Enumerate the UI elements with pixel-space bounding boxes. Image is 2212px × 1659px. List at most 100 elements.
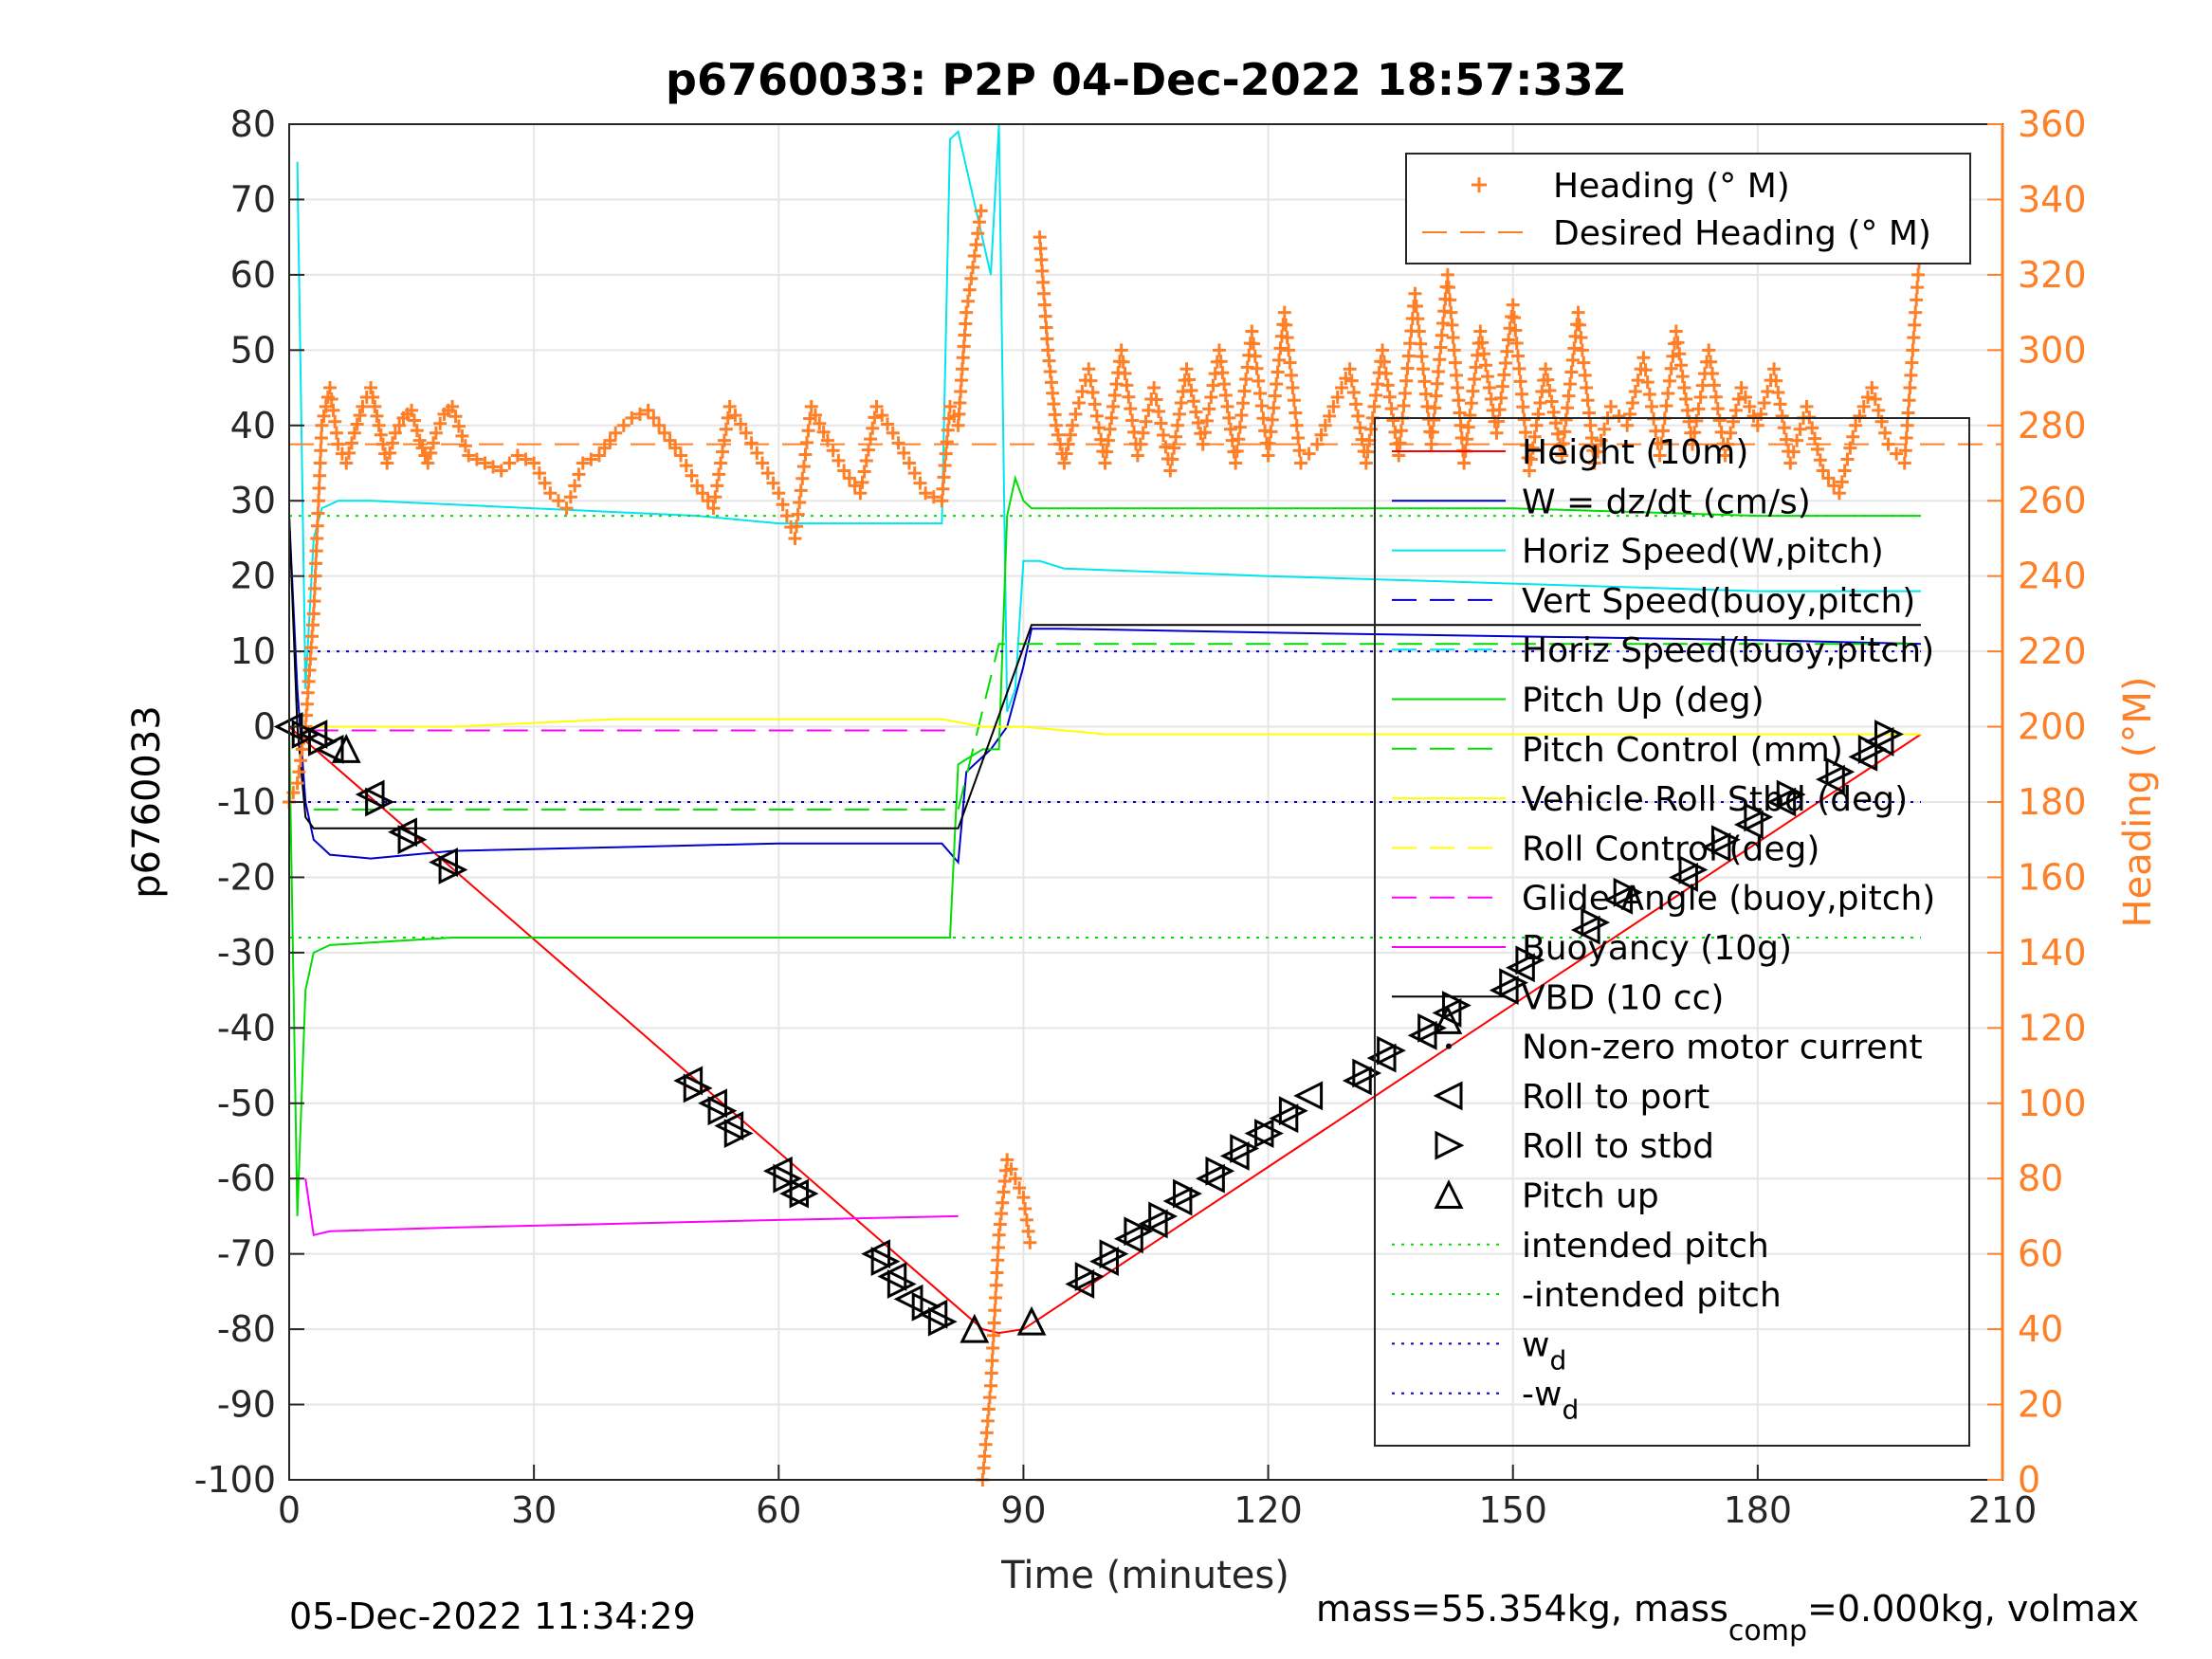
heading-point	[576, 456, 590, 470]
heading-point	[1310, 437, 1325, 451]
y-tick-label: 0	[253, 706, 276, 748]
heading-point	[1435, 316, 1450, 330]
heading-point	[937, 470, 951, 484]
heading-point	[1186, 394, 1200, 409]
heading-point	[1019, 1212, 1033, 1227]
y-tick-label: 20	[230, 556, 276, 597]
heading-point	[1232, 432, 1246, 447]
heading-point	[1434, 340, 1448, 355]
series-line	[296, 123, 1921, 713]
heading-point	[1724, 426, 1738, 440]
roll-port-marker	[1195, 1163, 1225, 1194]
heading-point	[625, 410, 639, 425]
heading-point	[1152, 405, 1166, 419]
heading-point	[1494, 391, 1508, 405]
heading-point	[1216, 366, 1230, 380]
heading-point	[987, 1316, 1001, 1330]
roll-stbd-marker	[1377, 1035, 1406, 1066]
heading-point	[616, 418, 631, 432]
heading-point	[1033, 242, 1048, 256]
heading-point	[1351, 409, 1365, 423]
legend-main-label: Horiz Speed(W,pitch)	[1522, 533, 1884, 572]
heading-point	[1412, 324, 1426, 338]
heading-point	[1174, 395, 1188, 410]
roll-stbd-marker	[723, 1119, 754, 1148]
roll-stbd-marker	[307, 727, 338, 757]
roll-port-marker	[355, 779, 385, 810]
heading-point	[1533, 395, 1547, 410]
y-tick-label: -70	[217, 1233, 276, 1275]
heading-point	[957, 339, 971, 354]
heading-point	[1473, 324, 1488, 338]
heading-point	[1541, 373, 1555, 387]
heading-point	[1524, 452, 1538, 466]
heading-point	[1816, 464, 1830, 478]
roll-stbd-marker	[927, 1306, 958, 1337]
x-tick-label: 210	[1968, 1489, 2038, 1531]
heading-point	[866, 421, 880, 435]
heading-point	[942, 399, 957, 413]
heading-point	[1529, 418, 1544, 432]
heading-point	[842, 471, 856, 485]
roll-port-marker	[298, 720, 328, 749]
heading-point	[1500, 344, 1514, 358]
heading-point	[710, 479, 724, 493]
heading-point	[1248, 349, 1262, 363]
heading-point	[1428, 401, 1442, 415]
heading-point	[1448, 356, 1462, 370]
heading-point	[1125, 413, 1140, 428]
heading-point	[1263, 436, 1277, 450]
heading-point	[301, 685, 315, 700]
heading-point	[304, 641, 319, 655]
heading-point	[1837, 464, 1852, 478]
roll-stbd-marker	[870, 1247, 901, 1277]
roll-port-marker	[1407, 1020, 1437, 1050]
heading-point	[868, 410, 882, 425]
heading-point	[538, 476, 552, 490]
heading-point	[1409, 299, 1423, 313]
heading-point	[984, 1378, 998, 1393]
heading-point	[837, 464, 851, 478]
y2-tick-label: 140	[2018, 932, 2087, 974]
roll-port-marker	[1342, 1066, 1372, 1096]
heading-point	[1084, 374, 1098, 388]
legend-main-sample	[1434, 1179, 1464, 1209]
heading-point	[1477, 347, 1491, 361]
heading-point	[756, 456, 770, 470]
heading-point	[1264, 425, 1278, 439]
heading-point	[881, 417, 895, 431]
heading-point	[869, 399, 884, 413]
heading-point	[1482, 381, 1496, 395]
roll-port-marker	[1366, 1043, 1397, 1073]
heading-point	[1393, 436, 1407, 450]
legend-main-box	[1374, 417, 1970, 1447]
heading-point	[1149, 392, 1163, 407]
heading-point	[455, 428, 469, 443]
heading-point	[1556, 436, 1570, 450]
heading-point	[1475, 336, 1490, 350]
heading-point	[1059, 447, 1073, 461]
heading-point	[1636, 351, 1651, 365]
roll-stbd-marker	[1124, 1216, 1154, 1247]
legend-main-label-sub: d	[1549, 1344, 1566, 1376]
heading-point	[1512, 361, 1526, 375]
series-line	[289, 718, 1921, 736]
heading-point	[1330, 390, 1344, 404]
heading-point	[1204, 390, 1218, 404]
heading-point	[1425, 425, 1439, 439]
heading-point	[985, 1354, 999, 1368]
pitch-up-marker	[1433, 1005, 1463, 1034]
legend-heading-label: Heading (° M)	[1553, 167, 1790, 206]
heading-point	[1771, 386, 1785, 400]
heading-point	[940, 435, 954, 449]
heading-point	[331, 437, 345, 451]
heading-point	[305, 618, 320, 632]
roll-stbd-marker	[1857, 734, 1888, 764]
heading-point	[1440, 267, 1454, 282]
heading-point	[716, 445, 730, 459]
heading-point	[1445, 318, 1459, 332]
heading-point	[1581, 393, 1595, 408]
heading-point	[1559, 412, 1573, 427]
y-tick-label: 80	[230, 103, 276, 145]
heading-point	[1252, 374, 1266, 388]
